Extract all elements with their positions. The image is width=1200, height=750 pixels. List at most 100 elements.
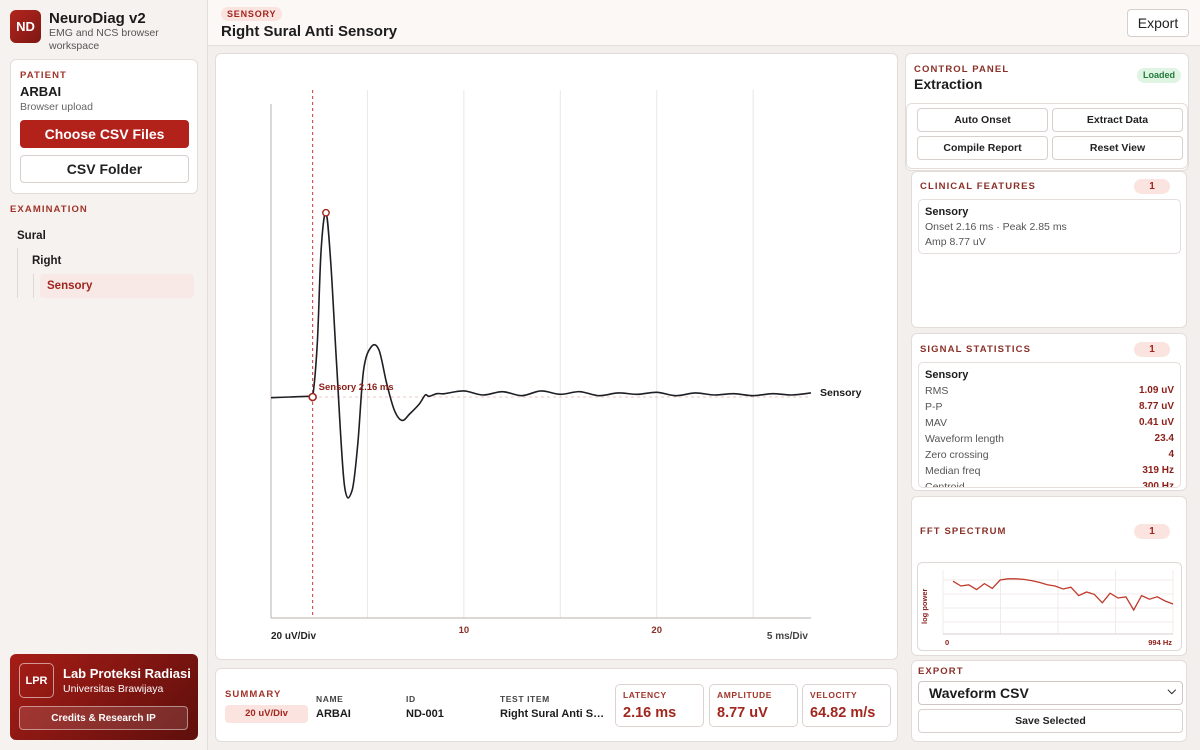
page-title: Right Sural Anti Sensory	[221, 23, 398, 40]
tree-line	[17, 248, 18, 298]
tree-line	[33, 274, 34, 298]
clinical-feature-amp: Amp 8.77 uV	[925, 236, 986, 248]
lab-card: LPR Lab Proteksi Radiasi Universitas Bra…	[10, 654, 198, 740]
brand-logo: ND	[10, 10, 41, 43]
series-label: Sensory	[820, 387, 862, 399]
reset-view-button[interactable]: Reset View	[1052, 136, 1183, 160]
summary-bar: SUMMARY 20 uV/Div NAME ARBAI ID ND-001 T…	[215, 668, 898, 742]
stat-value: 300 Hz	[1142, 481, 1174, 488]
stat-key: Median freq	[925, 465, 981, 477]
waveform-chart[interactable]: Sensory 2.16 ms Sensory 20 uV/Div 5 ms/D…	[216, 54, 899, 661]
patient-name: ARBAI	[20, 84, 62, 99]
fft-frame	[917, 562, 1182, 651]
stat-row: Centroid 300 Hz	[925, 479, 1174, 488]
examination-label: EXAMINATION	[10, 204, 88, 215]
summary-test-value: Right Sural Anti Sensory	[500, 708, 606, 720]
stat-row: MAV 0.41 uV	[925, 415, 1174, 431]
stat-key: MAV	[925, 417, 947, 429]
control-panel-label: CONTROL PANEL	[914, 64, 1010, 75]
brand: ND NeuroDiag v2 EMG and NCS browser work…	[10, 10, 169, 52]
stat-value: 4	[1168, 449, 1174, 460]
stat-row: RMS 1.09 uV	[925, 383, 1174, 399]
status-badge: Loaded	[1136, 68, 1181, 83]
x-scale-label: 5 ms/Div	[767, 631, 809, 642]
summary-id: ID ND-001	[406, 694, 486, 720]
stat-value: 319 Hz	[1142, 465, 1174, 476]
onset-marker-dot[interactable]	[308, 392, 317, 402]
stat-value: 8.77 uV	[1138, 401, 1174, 412]
stat-key: Waveform length	[925, 433, 1004, 445]
stat-key: RMS	[925, 385, 949, 397]
fft-panel: FFT SPECTRUM 1 log power 0 994 Hz	[911, 496, 1187, 656]
extract-data-button[interactable]: Extract Data	[1052, 108, 1183, 132]
fft-x-end: 994 Hz	[1148, 638, 1172, 647]
velocity-key: VELOCITY	[810, 690, 858, 700]
stat-row: Median freq 319 Hz	[925, 463, 1174, 479]
signal-statistics-card[interactable]: Sensory RMS 1.09 uV P-P 8.77 uV MAV 0.41 uV Wa…	[918, 362, 1181, 488]
clinical-features-panel: CLINICAL FEATURES 1 Sensory Onset 2.16 m…	[911, 171, 1187, 328]
stat-row: Waveform length 23.4	[925, 431, 1174, 447]
export-label: EXPORT	[918, 666, 964, 677]
clinical-feature-card[interactable]: Sensory Onset 2.16 ms · Peak 2.85 ms Amp…	[918, 199, 1181, 254]
lab-name: Lab Proteksi Radiasi	[63, 666, 191, 681]
x-tick-label: 10	[459, 625, 470, 636]
fft-ylabel: log power	[920, 589, 929, 624]
summary-test-item: TEST ITEM Right Sural Anti Sensory	[500, 694, 606, 720]
export-format-select[interactable]: Waveform CSV ⌵	[918, 681, 1183, 705]
mode-badge: SENSORY	[221, 7, 283, 21]
fft-label: FFT SPECTRUM	[920, 526, 1007, 537]
stat-row: Zero crossing 4	[925, 447, 1174, 463]
peak-marker-dot[interactable]	[322, 208, 330, 217]
page-header: SENSORY Right Sural Anti Sensory Export	[208, 0, 1200, 46]
clinical-feature-onset-peak: Onset 2.16 ms · Peak 2.85 ms	[925, 221, 1067, 233]
stat-value: 0.41 uV	[1138, 417, 1174, 428]
summary-name-key: NAME	[316, 694, 344, 704]
patient-card: PATIENT ARBAI Browser upload Choose CSV …	[10, 59, 198, 194]
save-selected-button[interactable]: Save Selected	[918, 709, 1183, 733]
clinical-feature-title: Sensory	[925, 206, 969, 218]
signal-statistics-label: SIGNAL STATISTICS	[920, 344, 1032, 355]
amplitude-card: AMPLITUDE 8.77 uV	[709, 684, 798, 727]
summary-test-key: TEST ITEM	[500, 694, 550, 704]
fft-curve	[952, 578, 1174, 612]
stat-key: Zero crossing	[925, 449, 989, 461]
tree-item-sural[interactable]: Sural	[17, 230, 46, 242]
stat-value: 23.4	[1154, 433, 1174, 444]
patient-label: PATIENT	[20, 70, 67, 81]
signal-statistics-title: Sensory	[925, 369, 969, 381]
summary-name: NAME ARBAI	[316, 694, 396, 720]
lab-logo: LPR	[19, 663, 54, 698]
compile-report-button[interactable]: Compile Report	[917, 136, 1048, 160]
stat-key: P-P	[925, 401, 943, 413]
control-panel-title: Extraction	[914, 76, 983, 92]
tree-item-sensory[interactable]: Sensory	[40, 274, 194, 298]
stat-key: Centroid	[925, 481, 965, 488]
y-scale-label: 20 uV/Div	[271, 631, 316, 642]
latency-key: LATENCY	[623, 690, 667, 700]
fft-count: 1	[1134, 524, 1170, 539]
stat-value: 1.09 uV	[1138, 385, 1174, 396]
tree-item-right[interactable]: Right	[32, 255, 62, 267]
csv-folder-button[interactable]: CSV Folder	[20, 155, 189, 183]
sensory-trace	[270, 211, 812, 499]
onset-marker-label: Sensory 2.16 ms	[319, 382, 394, 393]
latency-value: 2.16 ms	[623, 705, 677, 721]
amplitude-key: AMPLITUDE	[717, 690, 772, 700]
brand-title: NeuroDiag v2	[49, 10, 146, 27]
signal-statistics-count: 1	[1134, 342, 1170, 357]
stat-row: P-P 8.77 uV	[925, 399, 1174, 415]
choose-csv-files-button[interactable]: Choose CSV Files	[20, 120, 189, 148]
sidebar: ND NeuroDiag v2 EMG and NCS browser work…	[0, 0, 208, 750]
lab-university: Universitas Brawijaya	[63, 683, 164, 695]
export-format-value: Waveform CSV	[929, 685, 1029, 701]
brand-subtitle: EMG and NCS browser workspace	[49, 27, 159, 52]
summary-id-key: ID	[406, 694, 416, 704]
summary-name-value: ARBAI	[316, 708, 351, 720]
chevron-down-icon: ⌵	[1167, 685, 1176, 697]
export-button[interactable]: Export	[1127, 9, 1189, 37]
export-panel: EXPORT Waveform CSV ⌵ Save Selected	[911, 660, 1187, 742]
amplitude-value: 8.77 uV	[717, 705, 768, 721]
credits-button[interactable]: Credits & Research IP	[19, 706, 188, 730]
summary-label: SUMMARY	[225, 689, 282, 700]
auto-onset-button[interactable]: Auto Onset	[917, 108, 1048, 132]
